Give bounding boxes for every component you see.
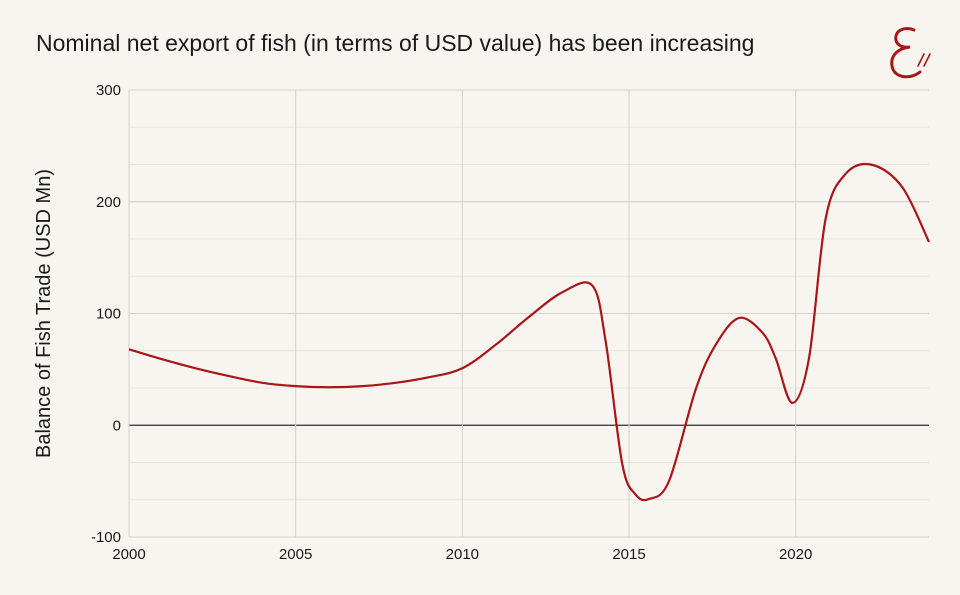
chart-title: Nominal net export of fish (in terms of … <box>36 30 755 56</box>
x-tick-label: 2020 <box>779 546 812 563</box>
x-tick-label: 2005 <box>279 546 312 563</box>
x-tick-label: 2015 <box>612 546 645 563</box>
series-line-0 <box>128 162 930 502</box>
y-tick-label: 100 <box>96 306 121 323</box>
brand-logo-icon <box>884 22 934 84</box>
y-axis-label: Balance of Fish Trade (USD Mn) <box>33 169 55 458</box>
x-tick-label: 2010 <box>446 546 479 563</box>
y-tick-label: 200 <box>96 194 121 211</box>
x-tick-label: 2000 <box>112 546 145 563</box>
y-tick-label: -100 <box>91 529 121 546</box>
y-tick-label: 0 <box>113 417 121 434</box>
y-tick-label: 300 <box>96 82 121 99</box>
